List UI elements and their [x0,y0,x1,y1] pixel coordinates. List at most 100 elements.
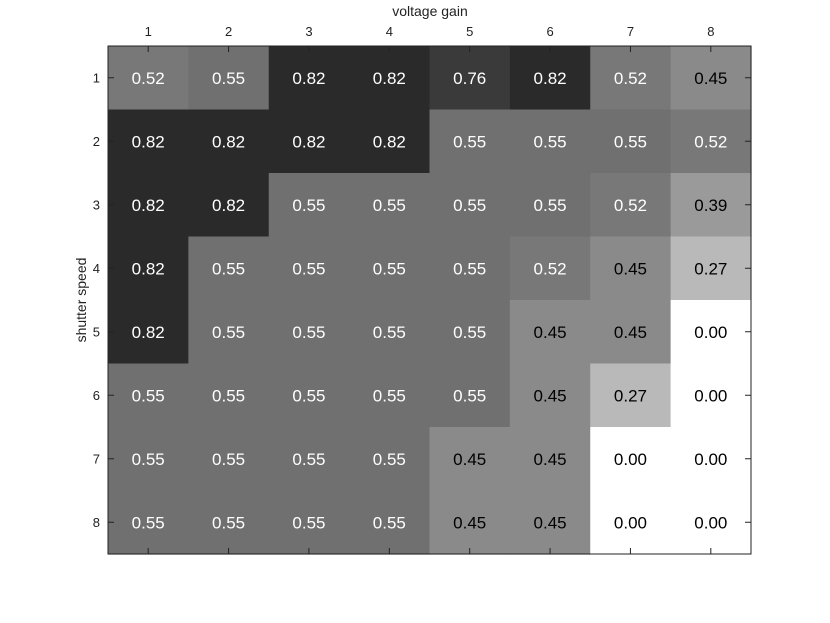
cell-value-label: 0.00 [694,386,727,405]
cell-value-label: 0.55 [292,513,325,532]
heatmap-cell-r6-c6 [509,363,591,428]
x-tick-label: 2 [225,24,232,39]
cell-value-label: 0.82 [132,259,165,278]
cell-value-label: 0.55 [212,450,245,469]
x-tick-label: 7 [627,24,634,39]
heatmap-cell-r1-c2 [188,46,270,111]
heatmap-cell-r7-c6 [509,427,591,492]
x-tick-label: 3 [305,24,312,39]
cell-value-label: 0.45 [453,450,486,469]
cell-value-label: 0.55 [292,259,325,278]
heatmap-cell-r8-c6 [509,490,591,555]
cell-value-label: 0.45 [534,513,567,532]
heatmap-cell-r5-c5 [429,300,511,365]
heatmap-cell-r4-c6 [509,236,591,301]
heatmap-cell-r1-c7 [590,46,672,111]
heatmap-cell-r5-c2 [188,300,270,365]
cell-value-label: 0.45 [453,513,486,532]
cell-value-label: 0.39 [694,196,727,215]
heatmap-cell-r2-c1 [108,109,189,174]
cell-value-label: 0.55 [292,450,325,469]
cell-value-label: 0.55 [212,513,245,532]
y-axis-title: shutter speed [73,258,89,343]
heatmap-cell-r7-c2 [188,427,270,492]
cell-value-label: 0.82 [373,132,406,151]
y-tick-label: 6 [93,388,100,403]
heatmap-cell-r1-c1 [108,46,189,111]
cell-value-label: 0.55 [292,196,325,215]
cell-value-label: 0.52 [534,259,567,278]
cell-value-label: 0.76 [453,69,486,88]
cell-value-label: 0.55 [212,69,245,88]
y-tick-label: 5 [93,324,100,339]
heatmap-cell-r3-c7 [590,173,672,238]
cell-value-label: 0.55 [373,450,406,469]
heatmap-cell-r6-c4 [349,363,431,428]
heatmap-cells [108,46,752,555]
cell-value-label: 0.55 [614,132,647,151]
plot-frame [107,45,752,555]
cell-value-label: 0.00 [614,450,647,469]
heatmap-cell-r2-c8 [670,109,752,174]
cell-value-label: 0.55 [453,259,486,278]
cell-value-label: 0.55 [132,513,165,532]
y-tick-label: 7 [93,451,100,466]
heatmap-cell-r6-c3 [268,363,350,428]
heatmap-cell-r3-c1 [108,173,189,238]
axes: 1 2 3 4 5 6 7 8 1 2 3 4 5 6 7 8 [93,24,752,555]
cell-value-label: 0.45 [534,450,567,469]
cell-value-label: 0.55 [534,132,567,151]
heatmap-cell-r1-c6 [509,46,591,111]
cell-value-label: 0.52 [614,69,647,88]
cell-value-label: 0.82 [132,323,165,342]
x-tick-label: 4 [386,24,393,39]
heatmap-cell-r6-c8 [670,363,752,428]
cell-value-label: 0.55 [373,196,406,215]
cell-value-label: 0.55 [373,259,406,278]
cell-value-label: 0.55 [132,386,165,405]
cell-value-label: 0.55 [373,386,406,405]
heatmap-cell-r4-c3 [268,236,350,301]
heatmap-cell-r8-c7 [590,490,672,555]
heatmap-cell-r5-c4 [349,300,431,365]
heatmap-cell-r4-c5 [429,236,511,301]
cell-value-label: 0.45 [534,323,567,342]
heatmap-cell-r1-c8 [670,46,752,111]
heatmap-cell-r2-c5 [429,109,511,174]
heatmap-cell-r3-c3 [268,173,350,238]
y-tick-label: 2 [93,134,100,149]
cell-value-label: 0.55 [212,259,245,278]
heatmap-cell-r6-c1 [108,363,189,428]
heatmap-cell-r4-c4 [349,236,431,301]
heatmap-cell-r3-c6 [509,173,591,238]
heatmap-cell-r8-c4 [349,490,431,555]
heatmap-cell-r6-c7 [590,363,672,428]
y-tick-label: 3 [93,197,100,212]
x-tick-label: 5 [466,24,473,39]
cell-value-label: 0.00 [694,450,727,469]
cell-value-label: 0.82 [212,132,245,151]
x-tick-label: 8 [707,24,714,39]
cell-value-label: 0.27 [694,259,727,278]
heatmap-cell-r7-c3 [268,427,350,492]
heatmap-cell-r7-c4 [349,427,431,492]
heatmap-cell-r6-c5 [429,363,511,428]
cell-value-label: 0.55 [132,450,165,469]
heatmap-cell-r6-c2 [188,363,270,428]
cell-value-label: 0.27 [614,386,647,405]
cell-value-label: 0.82 [132,196,165,215]
heatmap-cell-r3-c5 [429,173,511,238]
cell-value-label: 0.55 [453,132,486,151]
heatmap-cell-r8-c2 [188,490,270,555]
cell-value-label: 0.82 [292,132,325,151]
heatmap-cell-r8-c5 [429,490,511,555]
heatmap-cell-r4-c7 [590,236,672,301]
heatmap-cell-r3-c2 [188,173,270,238]
heatmap-cell-r7-c5 [429,427,511,492]
cell-value-label: 0.55 [373,323,406,342]
heatmap-cell-r2-c7 [590,109,672,174]
y-tick-label: 1 [93,70,100,85]
cell-value-label: 0.52 [132,69,165,88]
cell-value-label: 0.55 [212,386,245,405]
